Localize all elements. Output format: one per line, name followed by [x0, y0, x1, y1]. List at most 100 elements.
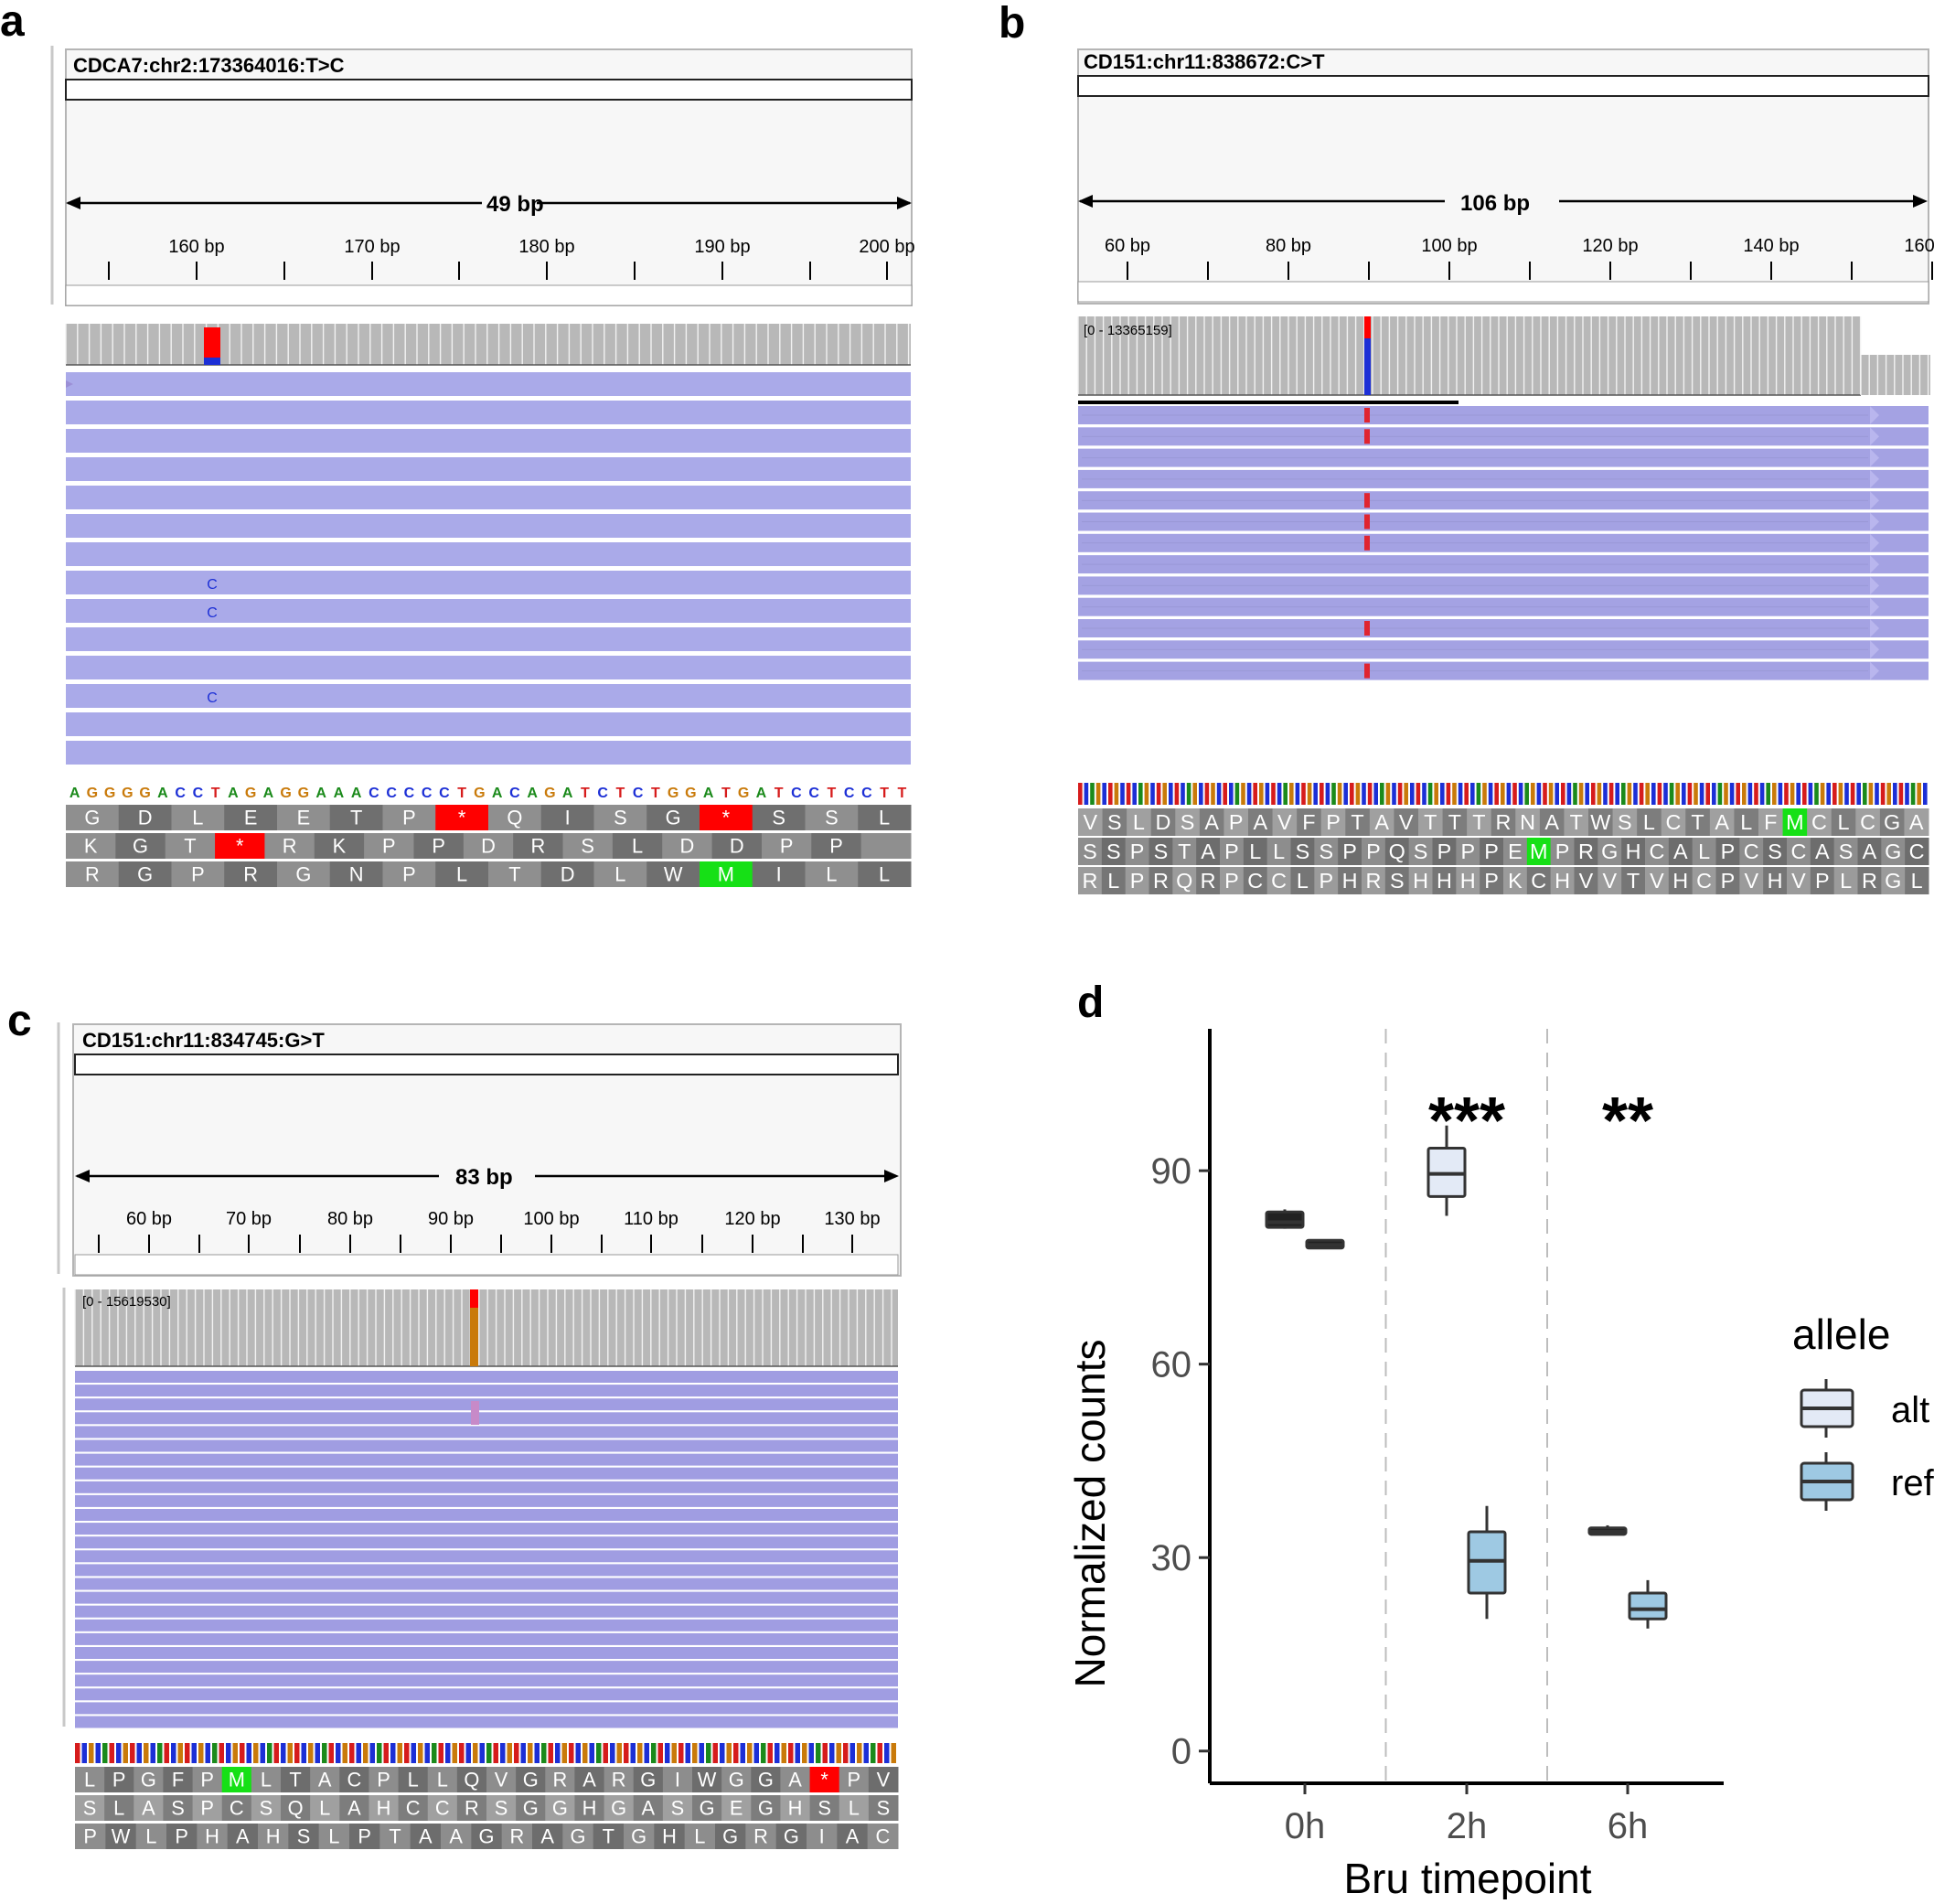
mismatch-mark — [1364, 429, 1370, 444]
sequence-base — [219, 1743, 224, 1763]
sequence-base — [1404, 783, 1408, 805]
tick-label: 110 bp — [624, 1209, 679, 1229]
amino-acid-cell — [1612, 808, 1638, 836]
amino-acid-cell — [868, 1795, 899, 1821]
sequence-base — [1501, 783, 1505, 805]
amino-acid: R — [612, 1768, 626, 1791]
sequence-base — [720, 1743, 725, 1763]
significance-stars: ** — [1602, 1085, 1653, 1158]
sequence-base — [1826, 783, 1831, 805]
sequence-base — [369, 1743, 375, 1763]
sequence-base — [1512, 783, 1517, 805]
sequence-base — [308, 1743, 314, 1763]
amino-acid-cell — [1905, 867, 1929, 894]
sequence-base — [1747, 783, 1753, 805]
amino-acid: G — [523, 1768, 539, 1791]
reads-track-c — [75, 1371, 898, 1728]
amino-acid: L — [328, 1824, 339, 1847]
read-arrow — [1870, 576, 1879, 595]
amino-acid-cell — [329, 861, 383, 887]
read-arrow — [1870, 448, 1879, 467]
amino-acid: S — [817, 1796, 831, 1819]
sequence-base — [541, 1743, 547, 1763]
amino-acid-cell — [1564, 808, 1589, 836]
sequence-base — [1084, 783, 1089, 805]
sequence-base — [781, 1743, 786, 1763]
sequence-base — [1295, 783, 1300, 805]
sequence-base — [692, 1743, 698, 1763]
read-row — [75, 1578, 898, 1590]
amino-acid-cell — [1645, 838, 1670, 865]
amino-acid: Q — [464, 1768, 479, 1791]
sequence-base — [1555, 783, 1559, 805]
amino-acid: S — [1083, 840, 1097, 863]
sequence-base: G — [280, 786, 291, 801]
sequence-base — [1657, 783, 1662, 805]
read-row — [66, 599, 911, 623]
amino-acid: S — [495, 1796, 508, 1819]
amino-acid: R — [243, 862, 258, 885]
sequence-track-b — [1078, 783, 1928, 805]
amino-acid-cell — [349, 1824, 380, 1849]
sequence-base — [479, 1743, 485, 1763]
amino-acid: R — [85, 862, 100, 885]
amino-acid-cell — [1787, 838, 1811, 865]
sequence-base — [1566, 783, 1572, 805]
amino-acid-cell — [456, 1767, 487, 1792]
amino-acid-cell — [1503, 867, 1528, 894]
amino-acid-cell — [761, 833, 812, 859]
amino-acid: S — [1839, 840, 1854, 863]
amino-acid-cell — [513, 833, 564, 859]
amino-acid-cell — [751, 1767, 781, 1792]
sequence-base — [1090, 783, 1095, 805]
amino-acid-cell — [1362, 838, 1386, 865]
amino-acid-cell — [166, 1824, 198, 1849]
sequence-base: A — [562, 786, 573, 801]
tick-label: 90 bp — [428, 1209, 474, 1229]
amino-acid-cell — [224, 861, 278, 887]
amino-acid: P — [1721, 840, 1736, 863]
amino-acid: C — [1909, 840, 1925, 863]
sequence-base: A — [527, 786, 538, 801]
amino-acid-cell — [1467, 808, 1492, 836]
amino-acid-cell — [1758, 808, 1784, 836]
amino-acid-cell — [1739, 838, 1764, 865]
amino-acid: P — [1319, 869, 1333, 893]
amino-acid-cell — [1574, 867, 1598, 894]
amino-acid-cell — [1272, 808, 1298, 836]
read-row — [75, 1647, 898, 1659]
amino-acid: V — [1083, 810, 1097, 834]
sequence-base — [514, 1743, 519, 1763]
sequence-base — [459, 1743, 465, 1763]
tick-label: 80 bp — [327, 1209, 373, 1229]
amino-acid: L — [1698, 840, 1710, 863]
sequence-base — [1216, 783, 1222, 805]
y-axis-label: Normalized counts — [1066, 1340, 1114, 1688]
amino-acid-cell — [745, 1824, 777, 1849]
amino-acid-cell — [805, 805, 859, 830]
amino-acid: Q — [1389, 840, 1405, 863]
sequence-base: C — [633, 786, 644, 801]
read-arrow — [1870, 619, 1879, 637]
amino-acid: P — [829, 834, 843, 857]
sequence-base — [665, 1743, 670, 1763]
amino-acid-cell — [1078, 867, 1103, 894]
amino-acid: R — [552, 1768, 567, 1791]
amino-acid: E — [297, 806, 311, 829]
sequence-base — [1138, 783, 1143, 805]
read-row — [75, 1674, 898, 1687]
amino-acid-cell — [1539, 808, 1565, 836]
amino-acid-cell — [780, 1767, 811, 1792]
sequence-base — [843, 1743, 849, 1763]
amino-acid: G — [666, 806, 681, 829]
sequence-base — [150, 1743, 155, 1763]
sequence-base — [624, 1743, 629, 1763]
amino-acid: H — [1437, 869, 1452, 893]
amino-acid: V — [1650, 869, 1664, 893]
amino-acid: H — [1342, 869, 1358, 893]
sequence-base — [1132, 783, 1137, 805]
read-row — [66, 627, 911, 651]
amino-acid: R — [1153, 869, 1169, 893]
amino-acid-cell — [1550, 867, 1575, 894]
